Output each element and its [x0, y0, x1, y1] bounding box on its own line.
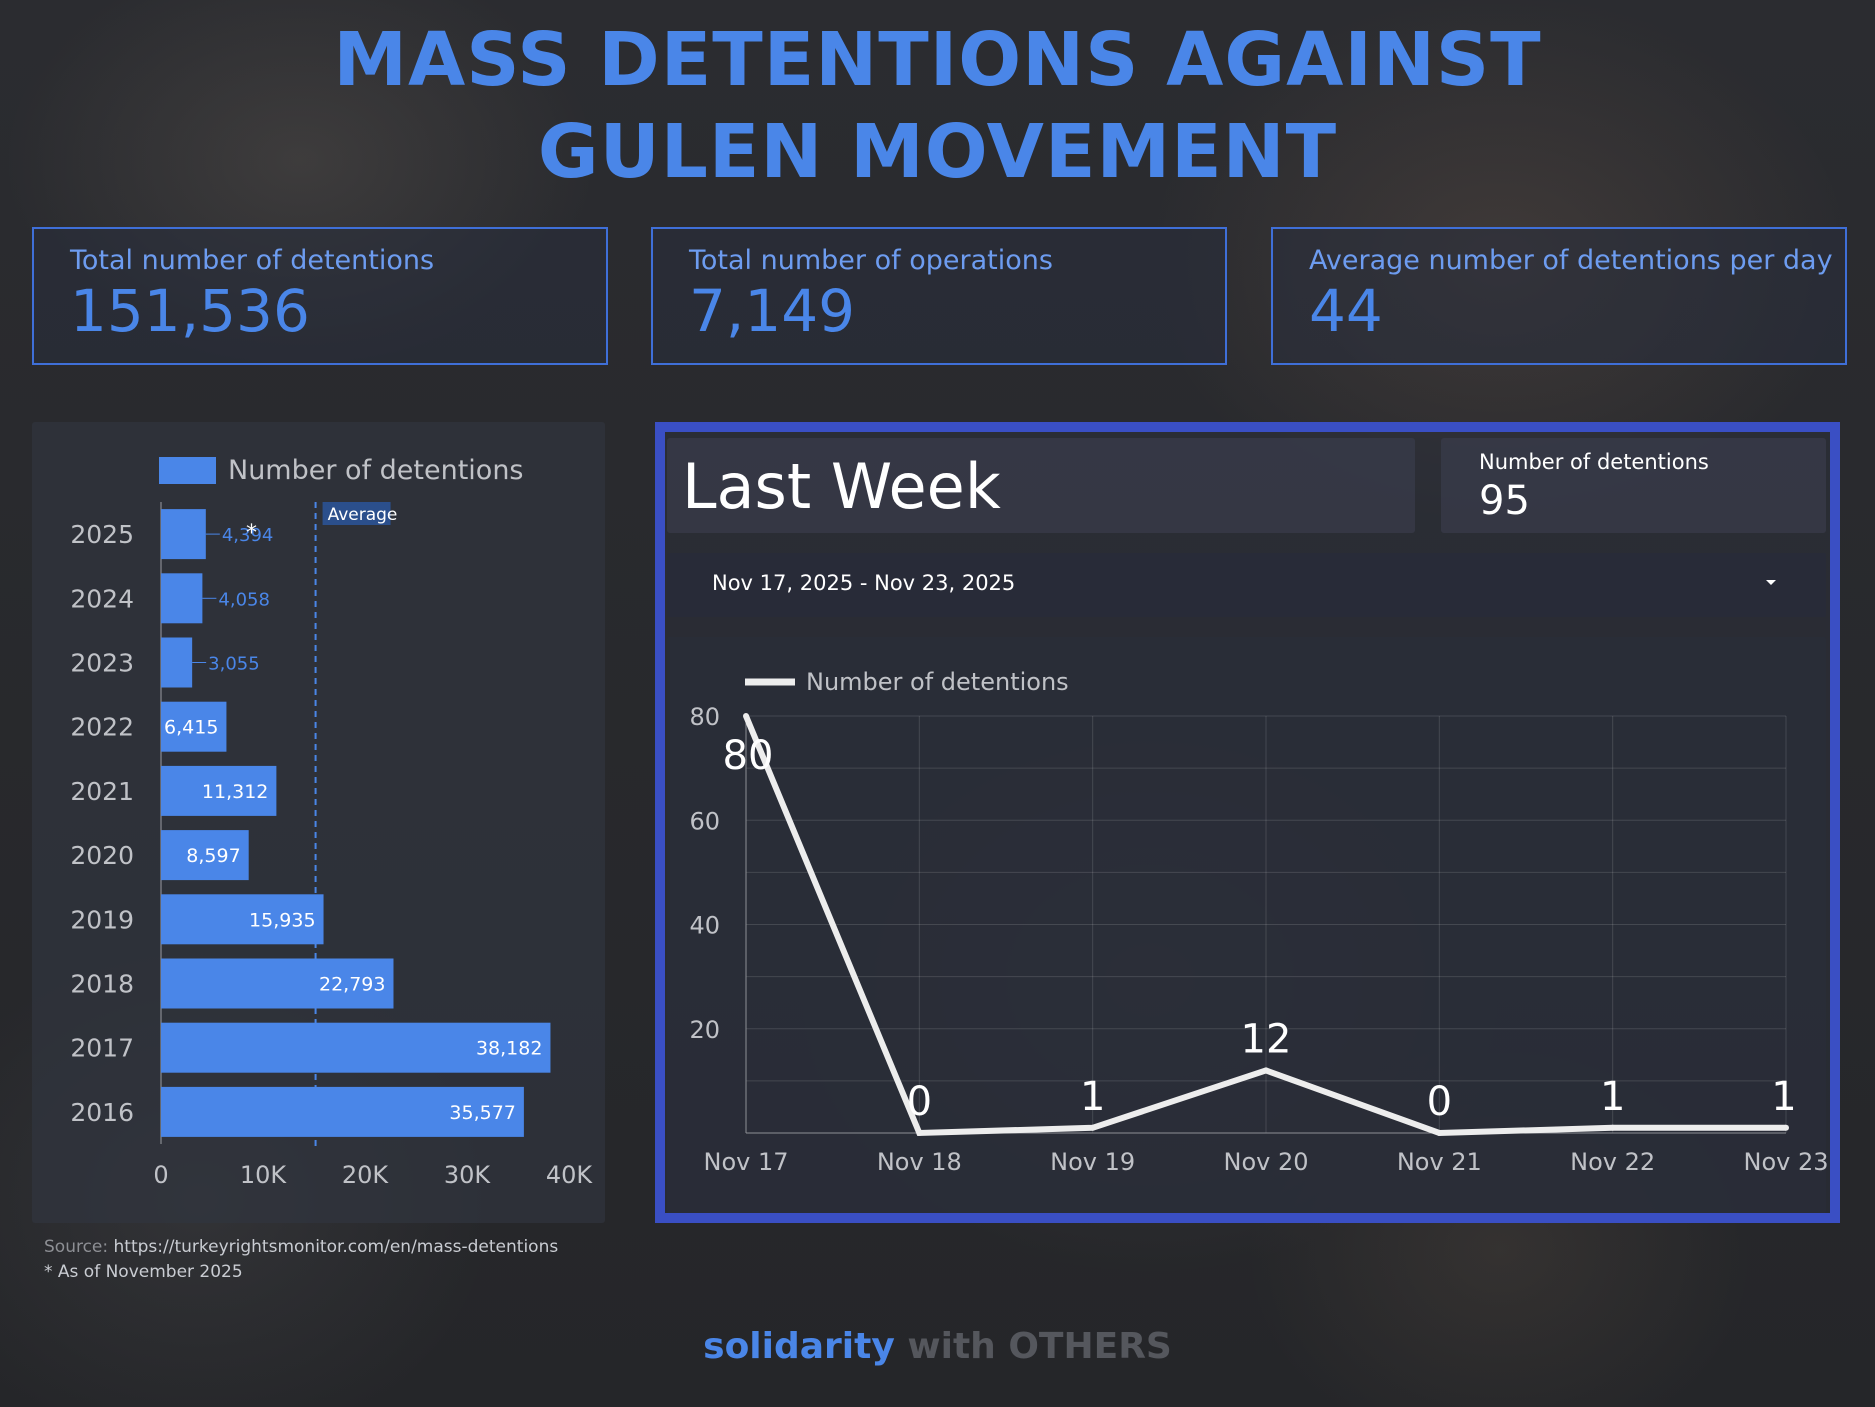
data-point — [916, 1130, 923, 1136]
x-tick-label: Nov 18 — [877, 1148, 962, 1176]
scorecard-value: 95 — [1479, 478, 1530, 524]
kpi-average-per-day: Average number of detentions per day 44 — [1271, 227, 1847, 365]
value-label: 4,058 — [218, 589, 270, 610]
x-tick-label: 30K — [444, 1161, 492, 1189]
value-label: 11,312 — [202, 781, 268, 803]
category-label: 2022 — [70, 713, 134, 742]
footnote: * As of November 2025 — [44, 1262, 243, 1282]
category-label: 2025 — [70, 520, 134, 549]
value-label: 3,055 — [208, 654, 260, 675]
kpi-total-detentions: Total number of detentions 151,536 — [32, 227, 608, 365]
page-title-line1: MASS DETENTIONS AGAINST — [333, 17, 1542, 103]
kpi-value: 44 — [1309, 277, 1383, 345]
daily-line-chart-panel — [667, 637, 1826, 1213]
y-tick-label: 60 — [689, 807, 720, 835]
value-label: 15,935 — [249, 909, 315, 931]
x-tick-label: Nov 17 — [703, 1148, 788, 1176]
data-point — [1263, 1067, 1269, 1074]
value-label: 22,793 — [319, 974, 385, 996]
kpi-label: Total number of detentions — [70, 245, 435, 276]
scorecard-label: Number of detentions — [1479, 450, 1709, 474]
bar — [161, 765, 277, 816]
category-label: 2021 — [70, 777, 134, 806]
bar — [161, 701, 227, 752]
data-point — [1436, 1130, 1443, 1136]
kpi-value: 151,536 — [70, 277, 310, 345]
source-label: Source: — [44, 1237, 109, 1257]
bar — [161, 509, 206, 560]
footer-brand-solidarity: solidarity — [703, 1326, 895, 1367]
category-label: 2016 — [70, 1098, 134, 1127]
date-range-picker[interactable]: Nov 17, 2025 - Nov 23, 2025 — [667, 553, 1826, 617]
category-label: 2018 — [70, 970, 134, 999]
bar — [161, 637, 193, 688]
kpi-value: 7,149 — [689, 277, 856, 345]
category-mark: * — [246, 521, 257, 546]
x-tick-label: 20K — [342, 1161, 390, 1189]
category-label: 2023 — [70, 649, 134, 678]
data-point — [1783, 1124, 1789, 1131]
bar — [161, 894, 324, 945]
data-label: 0 — [907, 1079, 932, 1125]
category-label: 2024 — [70, 584, 134, 613]
source-link[interactable]: https://turkeyrightsmonitor.com/en/mass-… — [108, 1237, 559, 1257]
last-week-header: Last Week — [667, 438, 1415, 533]
y-tick-label: 20 — [689, 1016, 720, 1044]
page-title: MASS DETENTIONS AGAINST GULEN MOVEMENT — [0, 14, 1875, 198]
source-note: Source: https://turkeyrightsmonitor.com/… — [44, 1237, 558, 1257]
weekly-detentions-scorecard: Number of detentions 95 — [1441, 438, 1826, 533]
data-label: 1 — [1600, 1074, 1625, 1120]
category-label: 2017 — [70, 1034, 134, 1063]
x-tick-label: 0 — [153, 1161, 168, 1189]
average-label-bg — [322, 502, 391, 525]
kpi-label: Average number of detentions per day — [1309, 245, 1833, 276]
category-label: 2019 — [70, 905, 134, 934]
legend-label: Number of detentions — [806, 668, 1069, 696]
last-week-heading: Last Week — [682, 450, 1001, 523]
value-label: 8,597 — [186, 845, 240, 867]
bar — [161, 830, 249, 881]
data-label: 80 — [723, 733, 774, 779]
data-label: 0 — [1427, 1079, 1452, 1125]
kpi-total-operations: Total number of operations 7,149 — [651, 227, 1227, 365]
bar — [161, 1086, 524, 1137]
data-point — [743, 713, 749, 719]
value-label: 38,182 — [476, 1038, 542, 1060]
x-tick-label: Nov 22 — [1570, 1148, 1655, 1176]
average-label: Average — [328, 505, 398, 525]
data-point — [1609, 1124, 1616, 1131]
data-label: 12 — [1241, 1016, 1292, 1062]
bar — [161, 958, 394, 1009]
chevron-down-icon[interactable] — [1766, 580, 1776, 585]
footer-brand: solidarity with OTHERS — [0, 1326, 1875, 1367]
x-tick-label: Nov 19 — [1050, 1148, 1135, 1176]
legend-swatch — [159, 457, 216, 484]
value-label: 35,577 — [449, 1102, 515, 1124]
x-tick-label: 10K — [240, 1161, 288, 1189]
y-tick-label: 80 — [689, 703, 720, 731]
page-title-line2: GULEN MOVEMENT — [537, 109, 1338, 195]
category-label: 2020 — [70, 841, 134, 870]
footer-brand-others: with OTHERS — [907, 1326, 1172, 1367]
date-range-value: Nov 17, 2025 - Nov 23, 2025 — [712, 571, 1016, 595]
x-tick-label: Nov 23 — [1743, 1148, 1828, 1176]
legend-label: Number of detentions — [228, 455, 524, 486]
data-label: 1 — [1771, 1074, 1796, 1120]
x-tick-label: 40K — [546, 1161, 594, 1189]
value-label: 6,415 — [164, 717, 218, 739]
x-tick-label: Nov 20 — [1223, 1148, 1308, 1176]
data-point — [1089, 1124, 1096, 1131]
x-tick-label: Nov 21 — [1397, 1148, 1482, 1176]
data-label: 1 — [1080, 1074, 1105, 1120]
value-label: 4,394 — [222, 525, 274, 546]
kpi-label: Total number of operations — [689, 245, 1053, 276]
bar — [161, 573, 203, 624]
y-tick-label: 40 — [689, 912, 720, 940]
bar — [161, 1022, 551, 1073]
